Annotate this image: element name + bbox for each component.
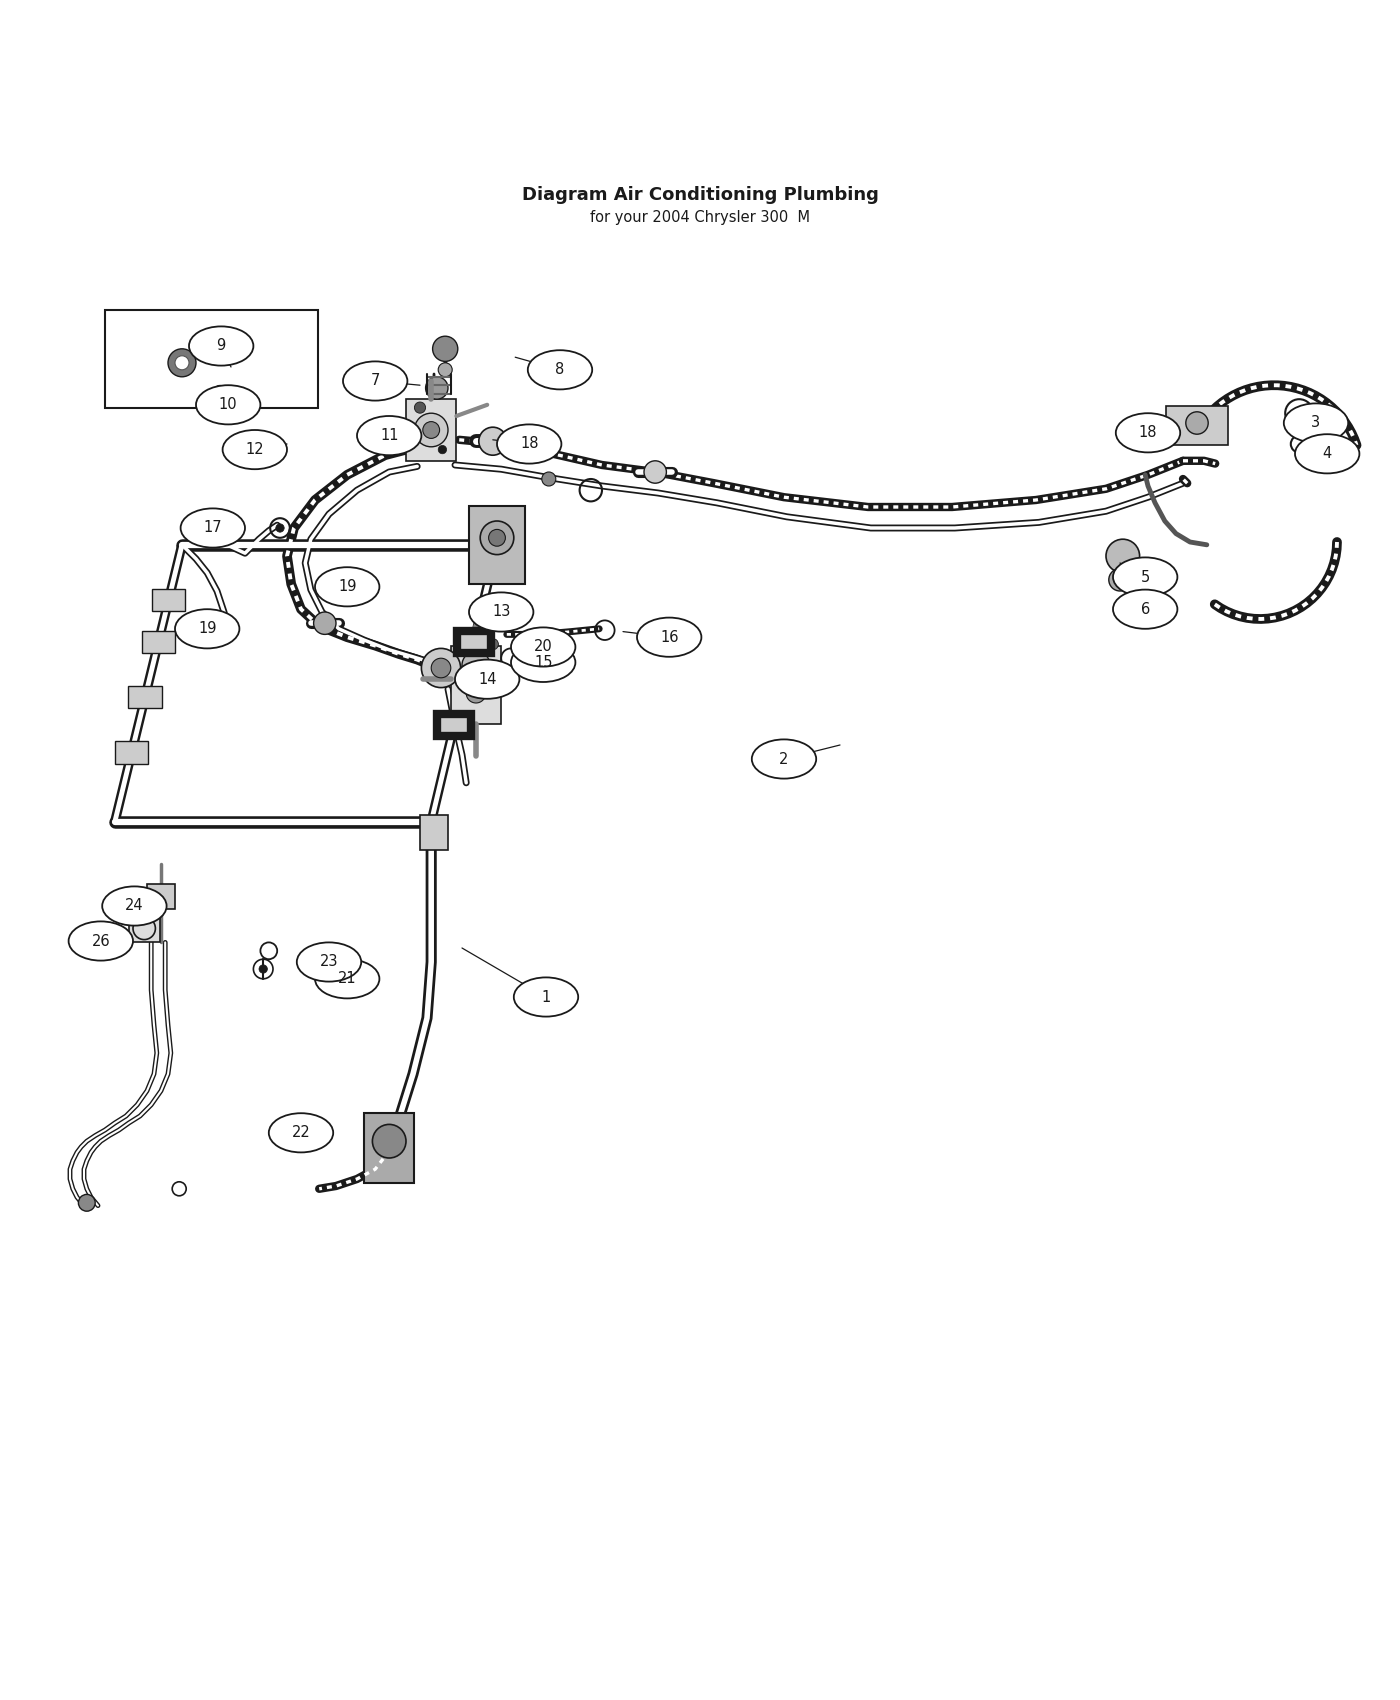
Ellipse shape — [1295, 434, 1359, 473]
Circle shape — [421, 648, 461, 687]
Ellipse shape — [1113, 558, 1177, 597]
Text: 1: 1 — [542, 989, 550, 1005]
Text: 19: 19 — [337, 580, 357, 595]
Text: Diagram Air Conditioning Plumbing: Diagram Air Conditioning Plumbing — [522, 185, 878, 204]
Bar — [451, 646, 501, 724]
Bar — [129, 687, 162, 709]
Ellipse shape — [175, 609, 239, 648]
Ellipse shape — [1113, 590, 1177, 629]
Circle shape — [489, 529, 505, 546]
Text: 17: 17 — [203, 520, 223, 536]
Bar — [141, 631, 175, 653]
Ellipse shape — [511, 627, 575, 666]
Text: 4: 4 — [1323, 447, 1331, 461]
Text: 8: 8 — [556, 362, 564, 377]
Circle shape — [414, 401, 426, 413]
Text: 12: 12 — [245, 442, 265, 457]
Text: 3: 3 — [1312, 415, 1320, 430]
Circle shape — [480, 520, 514, 554]
Bar — [437, 714, 470, 736]
Bar — [458, 631, 491, 653]
Text: 11: 11 — [379, 428, 399, 444]
Text: 23: 23 — [319, 954, 339, 969]
Bar — [151, 588, 185, 612]
Circle shape — [466, 683, 486, 704]
Text: 18: 18 — [1138, 425, 1158, 440]
Circle shape — [431, 658, 451, 678]
Text: for your 2004 Chrysler 300  M: for your 2004 Chrysler 300 M — [589, 209, 811, 224]
Ellipse shape — [69, 921, 133, 960]
Text: 19: 19 — [197, 620, 217, 636]
Circle shape — [426, 377, 448, 399]
Text: 13: 13 — [491, 605, 511, 619]
Ellipse shape — [102, 886, 167, 925]
Circle shape — [433, 337, 458, 362]
Circle shape — [276, 524, 284, 532]
Ellipse shape — [315, 959, 379, 998]
Bar — [420, 814, 448, 850]
Circle shape — [479, 427, 507, 456]
Ellipse shape — [269, 1114, 333, 1153]
Bar — [129, 915, 160, 942]
Circle shape — [462, 651, 490, 680]
Circle shape — [644, 461, 666, 483]
Circle shape — [1109, 568, 1131, 592]
Circle shape — [438, 362, 452, 377]
Circle shape — [314, 612, 336, 634]
Circle shape — [168, 348, 196, 377]
Ellipse shape — [511, 643, 575, 682]
Ellipse shape — [469, 592, 533, 632]
Text: 2: 2 — [780, 751, 788, 767]
Circle shape — [1186, 411, 1208, 434]
Bar — [364, 1114, 414, 1183]
Bar — [469, 505, 525, 585]
Ellipse shape — [1284, 403, 1348, 442]
Ellipse shape — [1116, 413, 1180, 452]
Ellipse shape — [223, 430, 287, 469]
Ellipse shape — [455, 660, 519, 699]
Circle shape — [175, 355, 189, 371]
Circle shape — [487, 639, 498, 649]
Circle shape — [542, 473, 556, 486]
Bar — [105, 309, 318, 408]
Text: 7: 7 — [371, 374, 379, 389]
Text: 20: 20 — [533, 639, 553, 655]
Ellipse shape — [343, 362, 407, 401]
Text: 24: 24 — [125, 899, 144, 913]
Bar — [115, 741, 148, 763]
Text: 14: 14 — [477, 672, 497, 687]
Text: 18: 18 — [519, 437, 539, 452]
Circle shape — [259, 966, 267, 972]
Circle shape — [78, 1195, 95, 1210]
Text: 16: 16 — [659, 629, 679, 644]
Ellipse shape — [315, 568, 379, 607]
Ellipse shape — [297, 942, 361, 981]
Text: 22: 22 — [291, 1125, 311, 1141]
Circle shape — [438, 445, 447, 454]
Ellipse shape — [528, 350, 592, 389]
Circle shape — [1106, 539, 1140, 573]
Text: 26: 26 — [91, 933, 111, 949]
Ellipse shape — [637, 617, 701, 656]
Bar — [147, 884, 175, 910]
Ellipse shape — [752, 740, 816, 779]
Text: 21: 21 — [337, 971, 357, 986]
Text: 15: 15 — [533, 654, 553, 670]
Ellipse shape — [196, 386, 260, 425]
Ellipse shape — [497, 425, 561, 464]
Text: 6: 6 — [1141, 602, 1149, 617]
Ellipse shape — [357, 416, 421, 456]
Circle shape — [414, 413, 448, 447]
Bar — [1166, 406, 1228, 445]
Text: 5: 5 — [1141, 570, 1149, 585]
Circle shape — [423, 422, 440, 439]
Bar — [406, 400, 456, 461]
Circle shape — [214, 386, 225, 396]
Text: 9: 9 — [217, 338, 225, 354]
Ellipse shape — [514, 977, 578, 1017]
Circle shape — [372, 1124, 406, 1158]
Text: 10: 10 — [218, 398, 238, 413]
Ellipse shape — [181, 508, 245, 547]
Ellipse shape — [189, 326, 253, 366]
